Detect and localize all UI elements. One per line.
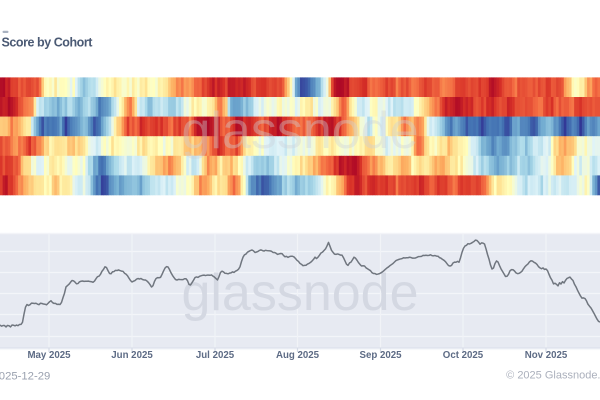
svg-text:glassnode: glassnode [181,264,418,322]
svg-text:Oct 2025: Oct 2025 [443,350,484,361]
svg-text:glassnode: glassnode [181,102,418,160]
svg-text:Jul 2025: Jul 2025 [196,350,235,361]
svg-text:May 2025: May 2025 [27,350,71,361]
svg-text:© 2025 Glassnode.: © 2025 Glassnode. [506,370,600,382]
svg-text:Jun 2025: Jun 2025 [111,350,153,361]
svg-text:Aug 2025: Aug 2025 [276,350,320,361]
svg-text:Nov 2025: Nov 2025 [525,350,568,361]
svg-text:2025-12-29: 2025-12-29 [0,371,50,383]
svg-text:Sep 2025: Sep 2025 [359,350,402,361]
svg-text:Score by Cohort: Score by Cohort [2,36,94,50]
